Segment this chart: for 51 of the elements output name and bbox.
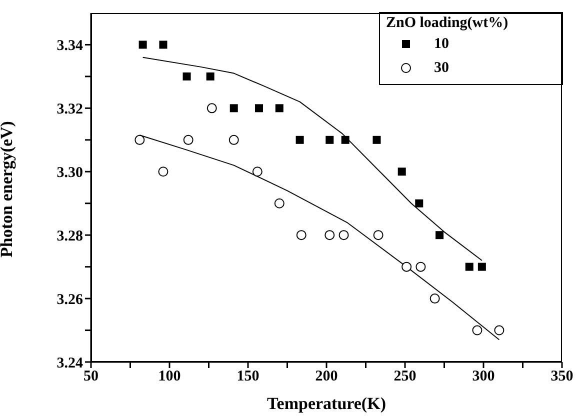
point: [430, 294, 440, 304]
point: [372, 136, 381, 144]
point: [230, 104, 238, 112]
point: [402, 262, 412, 272]
point: [158, 166, 168, 177]
y-axis-title: Photon energy(eV): [0, 121, 16, 258]
point: [478, 262, 486, 271]
point: [326, 136, 334, 144]
point: [228, 134, 239, 145]
x-tick-label: 200: [315, 368, 338, 385]
point: [415, 199, 424, 208]
y-tick-label: 3.34: [56, 38, 84, 54]
x-tick-label: 150: [236, 368, 260, 385]
y-tick-label: 3.28: [56, 228, 83, 244]
point: [134, 134, 145, 145]
y-tick-label: 3.30: [56, 164, 83, 181]
point: [494, 325, 504, 336]
point: [338, 230, 349, 240]
point: [206, 72, 214, 80]
x-tick-label: 350: [550, 368, 574, 385]
x-tick-label: 300: [472, 368, 495, 385]
point: [398, 168, 406, 176]
line-series: [142, 56, 482, 261]
point: [373, 230, 384, 240]
point: [296, 230, 306, 240]
x-axis-title: Temperature(K): [267, 394, 386, 413]
point: [296, 136, 304, 144]
point: [254, 104, 263, 112]
point: [252, 166, 262, 177]
y-tick-label: 3.26: [56, 292, 84, 308]
point: [472, 325, 482, 336]
point: [416, 262, 426, 272]
point: [182, 72, 191, 80]
legend-title: ZnO loading(wt%): [386, 15, 510, 32]
point: [183, 134, 194, 145]
point: [159, 40, 168, 49]
y-tick-label: 3.32: [56, 102, 83, 118]
point: [206, 103, 217, 114]
legend-label: 30: [434, 60, 449, 76]
x-tick-label: 250: [394, 368, 416, 385]
point: [465, 262, 474, 271]
point: [138, 40, 147, 49]
y-tick-label: 3.24: [56, 355, 84, 372]
point: [274, 198, 284, 208]
point: [341, 136, 350, 144]
x-tick-label: 100: [158, 368, 181, 385]
point: [324, 230, 335, 240]
point: [275, 104, 284, 112]
x-tick-label: 50: [84, 368, 98, 385]
point: [436, 231, 444, 240]
legend-label: 10: [434, 36, 449, 52]
